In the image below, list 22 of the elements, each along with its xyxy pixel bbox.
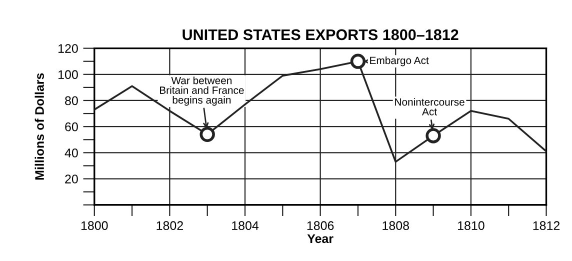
y-tick-label: 20 [65, 174, 78, 184]
y-tick-label: 60 [65, 122, 78, 132]
x-tick-label: 1800 [81, 221, 108, 230]
point [426, 128, 441, 144]
annotation: War between Britain and France begins again [160, 76, 244, 106]
chart-title: UNITED STATES EXPORTS 1800–1812 [182, 29, 458, 40]
point [350, 54, 366, 69]
x-tick-label: 1804 [232, 221, 259, 230]
y-tick-label: 120 [58, 44, 78, 53]
y-tick-label: 80 [65, 96, 78, 106]
x-tick-label: 1802 [156, 221, 183, 230]
x-tick-label: 1806 [307, 221, 334, 230]
y-axis-title: Millions of Dollars [34, 73, 44, 180]
x-axis-title: Year [307, 234, 334, 244]
annotation: Embargo Act [370, 56, 429, 66]
annotation: Nonintercourse Act [395, 98, 464, 116]
x-tick-label: 1812 [533, 221, 560, 230]
point [200, 126, 215, 142]
x-tick-label: 1808 [382, 221, 409, 230]
y-tick-label: 40 [64, 148, 78, 158]
x-tick-label: 1810 [458, 221, 484, 230]
y-tick-label: 100 [58, 70, 78, 80]
